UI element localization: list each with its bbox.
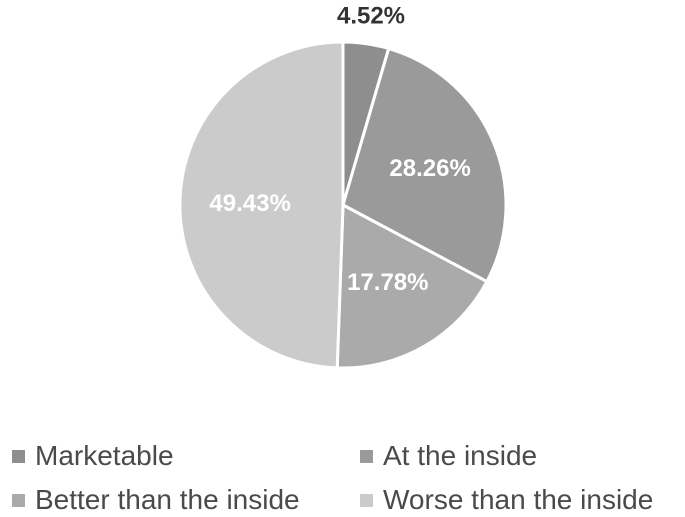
data-label-at-the-inside: 28.26% <box>389 155 470 182</box>
data-label-worse-than-the-inside: 49.43% <box>209 190 290 217</box>
pie-slice-better-than-the-inside <box>335 203 489 370</box>
legend-label-better-than-the-inside: Better than the inside <box>35 484 300 515</box>
data-label-marketable: 4.52% <box>337 3 405 30</box>
pie-chart: 4.52% 28.26% 17.78% 49.43% <box>178 3 508 370</box>
legend-item-marketable: Marketable <box>12 440 174 472</box>
pie-slice-worse-than-the-inside <box>178 40 345 370</box>
legend-label-at-the-inside: At the inside <box>383 440 538 471</box>
pie-slice-at-the-inside <box>341 47 508 284</box>
legend-swatch-marketable <box>12 449 25 463</box>
legend-label-marketable: Marketable <box>35 440 174 471</box>
legend-swatch-at-the-inside <box>360 449 373 463</box>
legend-item-at-the-inside: At the inside <box>360 440 537 472</box>
data-label-better-than-the-inside: 17.78% <box>347 269 428 296</box>
pie-data-labels: 4.52% 28.26% 17.78% 49.43% <box>209 3 470 297</box>
legend-item-worse-than-the-inside: Worse than the inside <box>360 484 653 516</box>
legend-swatch-better-than-the-inside <box>12 493 25 507</box>
legend-item-better-than-the-inside: Better than the inside <box>12 484 300 516</box>
legend: Marketable At the inside Better than the… <box>0 430 685 517</box>
pie-slices <box>178 40 508 370</box>
legend-label-worse-than-the-inside: Worse than the inside <box>383 484 654 515</box>
legend-swatch-worse-than-the-inside <box>360 493 373 507</box>
